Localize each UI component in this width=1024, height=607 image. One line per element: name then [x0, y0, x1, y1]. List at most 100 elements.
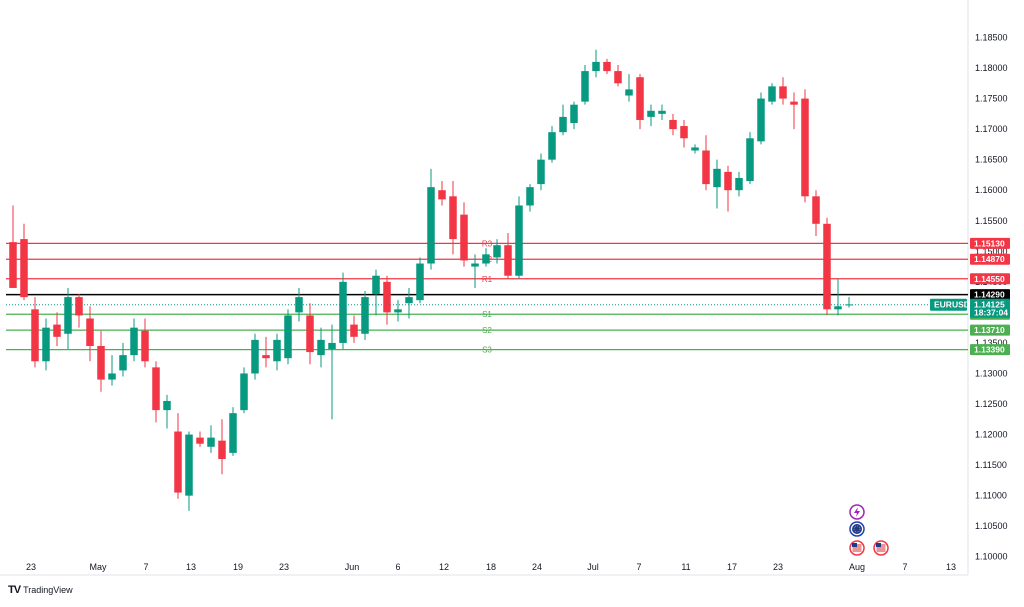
candle-body	[86, 318, 94, 346]
candle-body	[801, 98, 809, 197]
level-price-tag	[970, 273, 1010, 285]
candle-body	[812, 196, 820, 224]
candle-body	[691, 147, 699, 151]
candle-body	[31, 309, 39, 362]
y-tick-label: 1.11500	[975, 460, 1007, 470]
us-flag-canton	[876, 543, 881, 547]
us-flag-canton	[852, 543, 857, 547]
candle-body	[504, 245, 512, 276]
x-tick-label: 12	[439, 562, 449, 572]
symbol-text: EURUSD	[934, 300, 970, 310]
candle-body	[647, 110, 655, 117]
candle-body	[295, 297, 303, 313]
candle-body	[427, 187, 435, 264]
x-tick-label: 13	[946, 562, 956, 572]
candle-body	[383, 281, 391, 313]
lightning-event-icon[interactable]	[849, 504, 865, 520]
candle-body	[438, 190, 446, 200]
candle-body	[372, 275, 380, 295]
candle-body	[251, 339, 259, 374]
x-tick-label: 23	[26, 562, 36, 572]
y-tick-label: 1.12000	[975, 430, 1008, 440]
brand-name: TradingView	[23, 585, 73, 595]
candle-body	[317, 339, 325, 356]
candle-body	[20, 239, 28, 298]
level-price-text: 1.13390	[974, 345, 1005, 355]
candles	[9, 49, 853, 511]
candle-body	[97, 345, 105, 380]
candle-body	[559, 116, 567, 133]
x-tick-label: 7	[636, 562, 641, 572]
tradingview-brand[interactable]: TV TradingView	[8, 584, 73, 596]
candle-body	[735, 177, 743, 191]
price-tags: 1.151301.148701.145501.142901.139701.137…	[930, 237, 1010, 356]
eu-flag-event-icon[interactable]	[849, 521, 865, 537]
us-flag-event-icon[interactable]	[849, 540, 865, 556]
candle-body	[185, 434, 193, 496]
level-price-tag	[970, 253, 1010, 265]
grid-layer	[0, 0, 969, 576]
candle-body	[262, 355, 270, 359]
candle-body	[108, 373, 116, 380]
candle-body	[482, 254, 490, 264]
candle-body	[229, 413, 237, 453]
y-tick-label: 1.16000	[975, 185, 1008, 195]
candle-body	[174, 431, 182, 493]
x-tick-label: Jul	[587, 562, 599, 572]
candle-body	[790, 101, 798, 105]
candle-body	[581, 71, 589, 102]
last-price-text: 1.14125	[974, 300, 1005, 310]
candle-body	[53, 324, 61, 337]
x-tick-label: May	[89, 562, 107, 572]
candle-body	[416, 263, 424, 301]
candle-body	[658, 110, 666, 114]
candle-body	[724, 171, 732, 191]
candle-body	[823, 223, 831, 310]
candle-body	[328, 342, 336, 350]
candle-body	[834, 306, 842, 310]
x-tick-label: 7	[902, 562, 907, 572]
x-tick-label: 11	[681, 562, 690, 572]
y-tick-label: 1.15500	[975, 216, 1008, 226]
level-price-tag	[970, 344, 1010, 356]
x-axis[interactable]: 23 May 7 13 19 23 Jun 6 12 18 24 Jul 7 11 17 23 Aug 7 13	[26, 562, 956, 572]
x-tick-label: Aug	[849, 562, 865, 572]
x-tick-label: Jun	[345, 562, 360, 572]
candle-body	[306, 315, 314, 353]
candle-body	[603, 61, 611, 72]
level-label: S3	[482, 346, 492, 355]
event-icons[interactable]	[849, 504, 889, 556]
candle-body	[493, 245, 501, 258]
y-tick-label: 1.12500	[975, 399, 1008, 409]
candle-body	[119, 355, 127, 371]
level-price-text: 1.13710	[974, 325, 1005, 335]
last-price-tag	[970, 298, 1010, 318]
level-price-text: 1.15130	[974, 238, 1005, 248]
candle-body	[152, 367, 160, 411]
candle-body	[339, 281, 347, 343]
candle-body	[218, 440, 226, 459]
eu-stars-glyph	[853, 525, 861, 533]
candle-body	[163, 400, 171, 411]
candle-body	[196, 437, 204, 444]
candle-body	[141, 330, 149, 362]
candle-body	[702, 150, 710, 185]
candle-body	[625, 89, 633, 96]
candle-body	[471, 263, 479, 267]
candle-body	[757, 98, 765, 142]
y-tick-label: 1.18500	[975, 32, 1008, 42]
candle-body	[9, 242, 17, 288]
candle-body	[75, 297, 83, 316]
y-tick-label: 1.13000	[975, 368, 1008, 378]
tradingview-logo-icon: TV	[8, 584, 21, 596]
y-tick-label: 1.18000	[975, 63, 1008, 73]
candle-body	[614, 71, 622, 84]
us-flag-event-icon-2[interactable]	[873, 540, 889, 556]
candle-body	[460, 214, 468, 261]
candle-body	[845, 304, 853, 306]
x-tick-label: 17	[727, 562, 737, 572]
candle-body	[669, 119, 677, 130]
x-tick-label: 24	[532, 562, 542, 572]
